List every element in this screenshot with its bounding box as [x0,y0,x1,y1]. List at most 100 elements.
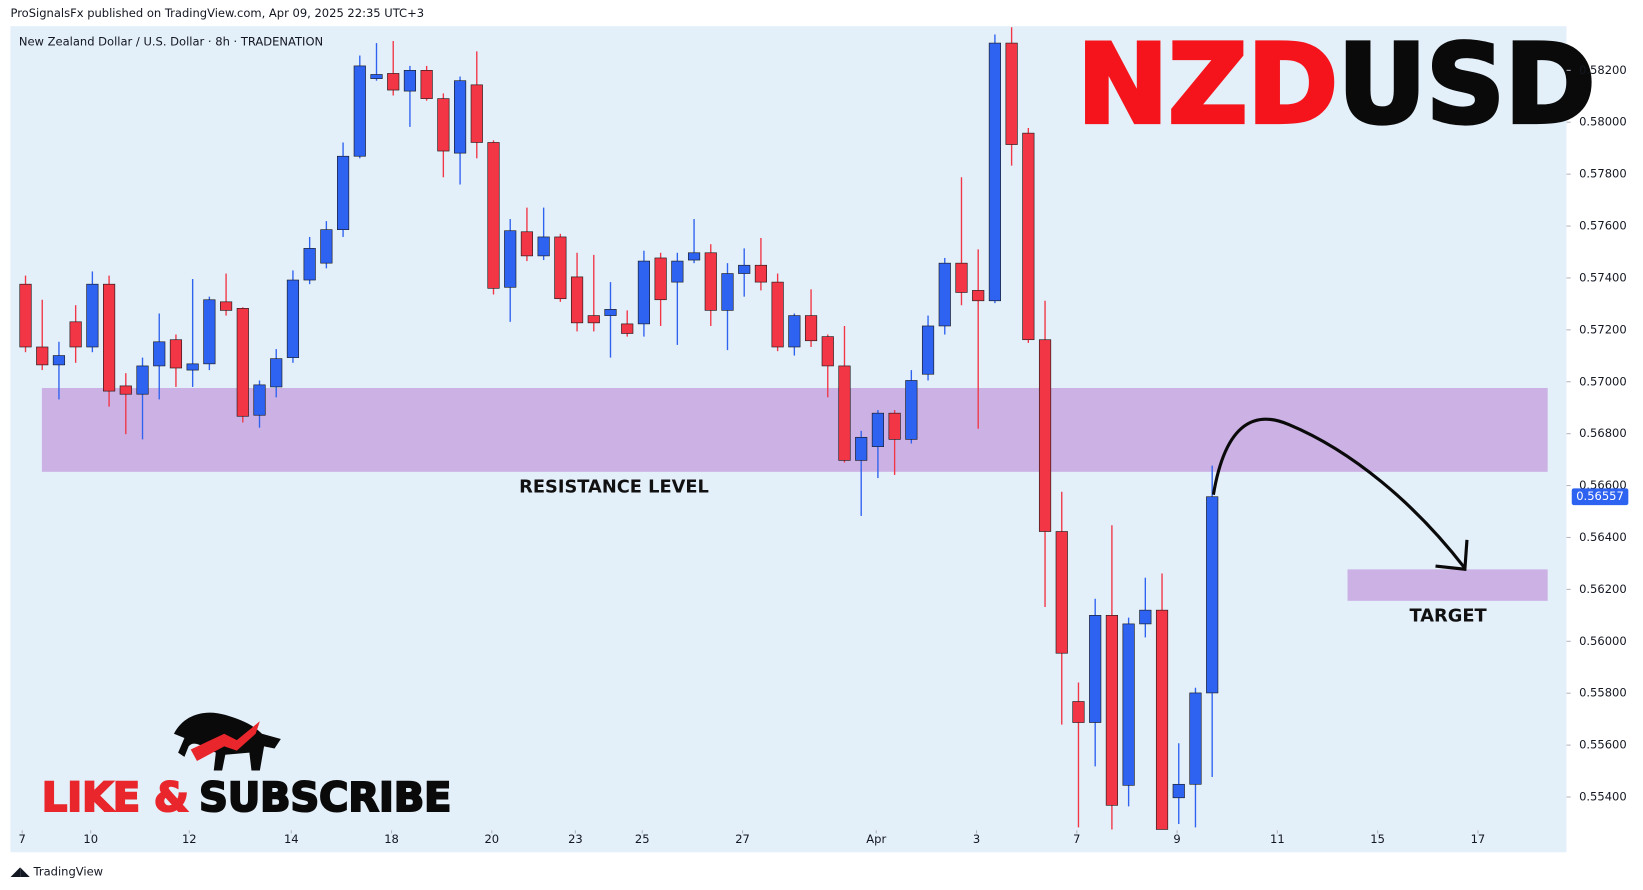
candle-body [788,315,801,348]
x-tick-label: 7 [1073,832,1080,846]
candle-body [470,84,483,143]
candle-body [871,412,884,447]
zone-label: TARGET [1410,605,1488,626]
candle-body [1189,692,1202,785]
candle-body [754,264,767,283]
x-tick-label: 17 [1471,832,1486,846]
candle-body [487,142,500,289]
candle-body [387,73,400,91]
x-tick-label: 11 [1270,832,1285,846]
candle-body [671,260,684,283]
x-tick-label: 7 [19,832,26,846]
candle-body [1172,783,1185,799]
logo [173,712,281,771]
candles [19,27,1219,830]
candle-body [270,358,283,388]
y-tick-label: 0.57600 [1579,219,1627,233]
x-tick-label: 14 [284,832,299,846]
candle-body [554,236,567,300]
candle-body [1022,132,1035,341]
candle-body [437,98,450,152]
y-tick-label: 0.57800 [1579,167,1627,181]
y-tick-label: 0.55600 [1579,738,1627,752]
candle-body [1139,609,1152,625]
candle-body [119,385,132,395]
candle-body [1055,531,1068,654]
candle-body [420,70,433,99]
candle-body [821,336,834,367]
candle-body [1155,609,1169,830]
candle-body [253,384,266,416]
y-tick-label: 0.57000 [1579,374,1627,388]
headline-part: NZD [1077,21,1338,148]
y-tick-label: 0.58200 [1579,63,1627,77]
y-tick-label: 0.57400 [1579,270,1627,284]
header: ProSignalsFx published on TradingView.co… [10,6,424,20]
candle-body [136,365,149,395]
candle-body [654,257,667,301]
x-tick-label: 12 [182,832,197,846]
candle-body [236,308,249,417]
candle-body [1038,339,1052,532]
projection-arrow [1211,417,1467,570]
y-tick-label: 0.55800 [1579,686,1627,700]
x-tick-label: 20 [485,832,500,846]
y-tick-label: 0.56800 [1579,426,1627,440]
x-tick-label: 27 [735,832,750,846]
candle-body [888,412,901,440]
candle-body [203,299,216,365]
zone [1347,569,1548,601]
headline: NZDUSD [1077,21,1595,148]
chart-subtitle: New Zealand Dollar / U.S. Dollar · 8h · … [19,34,323,48]
x-tick-label: 23 [568,832,583,846]
y-tick-label: 0.56200 [1579,582,1627,596]
candle-body [320,229,333,264]
candle-body [921,325,935,375]
candle-body [1206,496,1219,694]
candle-body [771,281,784,348]
y-tick-label: 0.57200 [1579,322,1627,336]
candle-body [905,380,918,440]
candle-body [453,80,467,154]
candle-body [504,230,517,288]
candle-body [855,436,868,461]
candle-body [186,363,199,371]
zone [41,387,1548,472]
candle-body [86,283,99,348]
candle-body [570,276,584,324]
x-tick-label: 3 [973,832,980,846]
candle-body [303,248,316,281]
candle-body [687,252,701,261]
candle-body [704,252,717,311]
candle-body [403,70,417,92]
footer-logo-mark: ◢◣ [10,864,30,879]
headline-part: USD [1338,21,1595,148]
x-tick-label: 18 [384,832,399,846]
candle-body [353,65,366,157]
x-tick-label: 25 [635,832,650,846]
candle-body [955,262,968,293]
candle-body [1105,615,1118,806]
x-tick-label: Apr [866,832,886,846]
candle-body [972,290,985,302]
candle-body [520,231,534,257]
candle-body [804,315,818,342]
price-label-box [1571,488,1629,506]
candle-body [637,260,650,325]
candle-body [370,74,383,79]
price-label: 0.56557 [1576,489,1624,503]
candle-body [1072,701,1085,723]
price-axis-panel [1566,26,1638,853]
candle-body [69,321,82,348]
candle-body [721,273,734,311]
x-tick-label: 15 [1370,832,1385,846]
candle-body [153,341,166,367]
cta-part: LIKE & [42,774,189,820]
candle-body [587,315,600,324]
candle-body [938,262,951,327]
candle-body [738,264,751,274]
y-tick-label: 0.56000 [1579,634,1627,648]
candle-body [52,355,66,366]
candle-body [988,42,1001,302]
